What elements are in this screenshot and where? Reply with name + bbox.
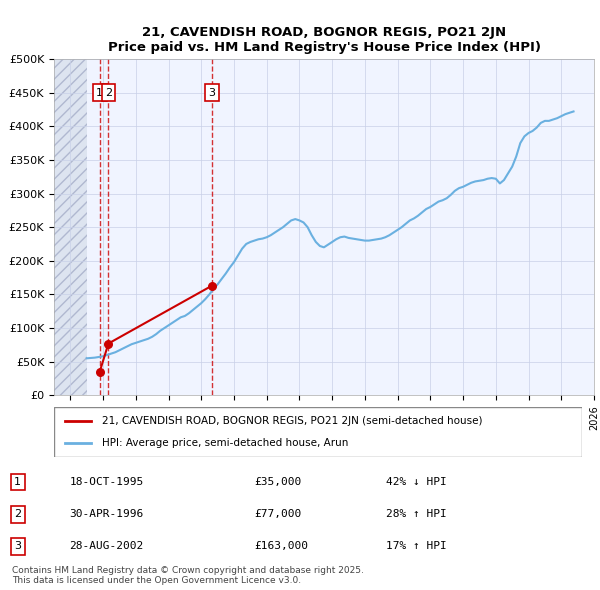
- Text: 28-AUG-2002: 28-AUG-2002: [70, 542, 144, 551]
- Text: HPI: Average price, semi-detached house, Arun: HPI: Average price, semi-detached house,…: [101, 438, 348, 448]
- Text: 21, CAVENDISH ROAD, BOGNOR REGIS, PO21 2JN (semi-detached house): 21, CAVENDISH ROAD, BOGNOR REGIS, PO21 2…: [101, 416, 482, 426]
- Text: £77,000: £77,000: [254, 509, 301, 519]
- Text: 30-APR-1996: 30-APR-1996: [70, 509, 144, 519]
- Text: Contains HM Land Registry data © Crown copyright and database right 2025.
This d: Contains HM Land Registry data © Crown c…: [12, 566, 364, 585]
- Text: 2: 2: [14, 509, 22, 519]
- Point: [95, 367, 104, 376]
- Text: 17% ↑ HPI: 17% ↑ HPI: [386, 542, 447, 551]
- Bar: [54, 59, 87, 395]
- Text: £35,000: £35,000: [254, 477, 301, 487]
- Text: 42% ↓ HPI: 42% ↓ HPI: [386, 477, 447, 487]
- Title: 21, CAVENDISH ROAD, BOGNOR REGIS, PO21 2JN
Price paid vs. HM Land Registry's Hou: 21, CAVENDISH ROAD, BOGNOR REGIS, PO21 2…: [107, 26, 541, 54]
- Text: 1: 1: [14, 477, 21, 487]
- Text: 3: 3: [14, 542, 21, 551]
- Text: 28% ↑ HPI: 28% ↑ HPI: [386, 509, 447, 519]
- Point: [207, 281, 217, 290]
- Text: 2: 2: [105, 88, 112, 97]
- Point: [104, 339, 113, 348]
- FancyBboxPatch shape: [54, 407, 582, 457]
- Text: 1: 1: [96, 88, 103, 97]
- Text: 18-OCT-1995: 18-OCT-1995: [70, 477, 144, 487]
- Text: 3: 3: [208, 88, 215, 97]
- Text: £163,000: £163,000: [254, 542, 308, 551]
